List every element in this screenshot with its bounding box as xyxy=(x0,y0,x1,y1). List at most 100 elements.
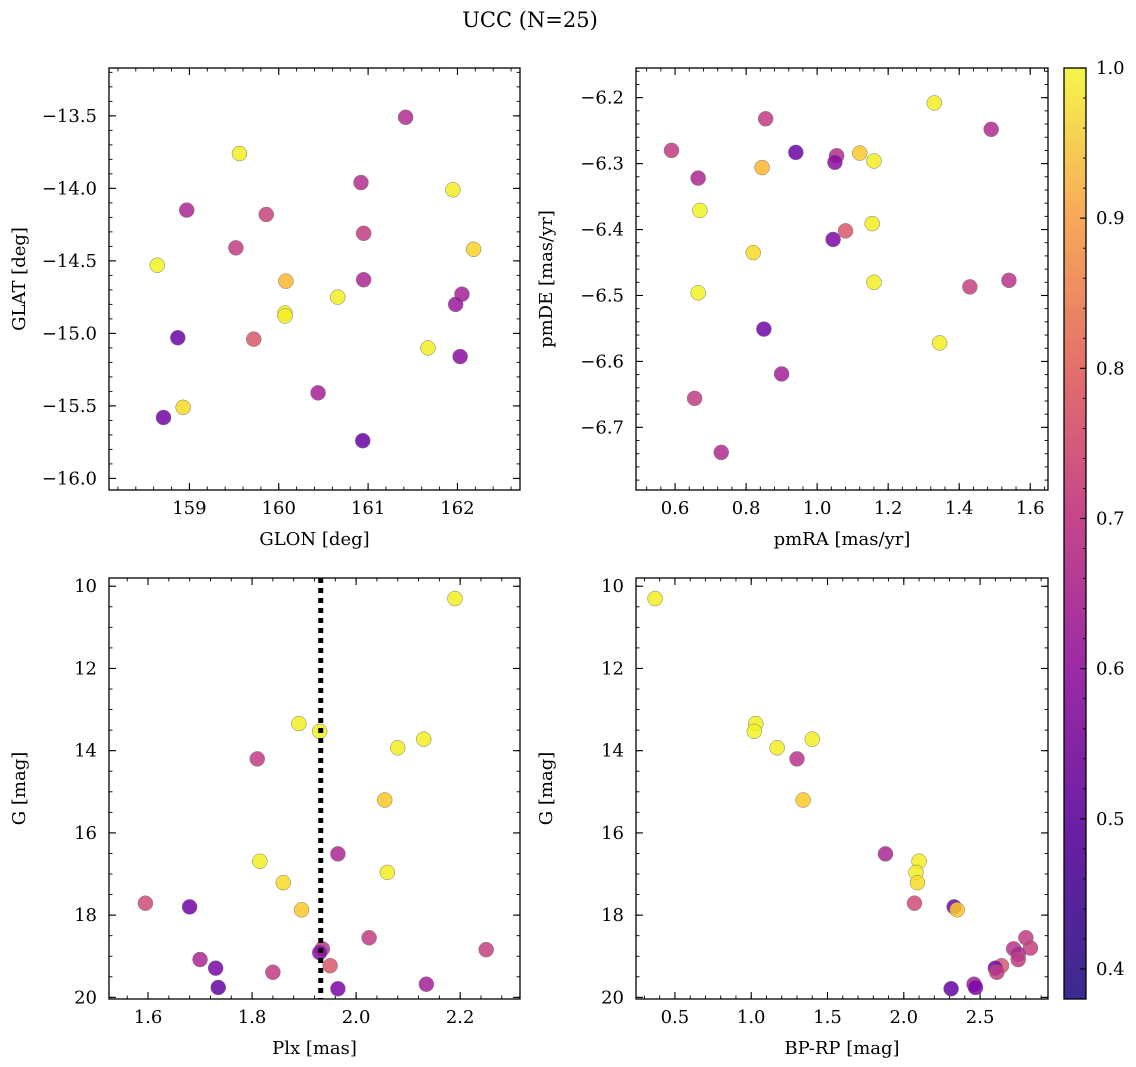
x-tick-label: 162 xyxy=(440,498,474,519)
y-tick-label: 20 xyxy=(74,987,97,1008)
data-point xyxy=(137,895,154,911)
data-point xyxy=(465,241,482,258)
data-point xyxy=(746,723,763,740)
y-tick-label: 18 xyxy=(74,905,97,926)
colorbar-tick-label: 0.8 xyxy=(1096,358,1125,379)
y-axis-label: pmDE [mas/yr] xyxy=(536,210,557,348)
data-point xyxy=(445,182,461,198)
y-axis-label: G [mag] xyxy=(9,752,30,825)
plot-frame xyxy=(108,577,521,1000)
data-point xyxy=(825,231,841,248)
x-tick-label: 0.6 xyxy=(661,498,690,519)
colorbar-tick-label: 0.5 xyxy=(1096,809,1125,830)
data-point xyxy=(361,929,377,946)
data-point xyxy=(389,740,406,756)
x-axis-label: Plx [mas] xyxy=(272,1038,357,1059)
y-tick-label: −6.7 xyxy=(580,417,624,438)
data-point xyxy=(788,144,804,161)
panel-pmra-pmde: 0.6 0.8 1.0 1.2 1.4 1.6 −6.7 −6.6 −6.5 −6.4 −6.3 −6… xyxy=(536,67,1049,550)
data-point xyxy=(265,964,281,981)
y-tick-label: 12 xyxy=(601,658,624,679)
data-point xyxy=(906,895,923,911)
data-point xyxy=(926,95,943,111)
data-point xyxy=(310,385,326,401)
data-point xyxy=(355,271,372,288)
plot-frame xyxy=(108,67,521,491)
data-point xyxy=(983,121,999,138)
data-point xyxy=(278,273,294,289)
data-point xyxy=(757,111,774,127)
colorbar: 0.4 0.5 0.6 0.7 0.8 0.9 1.0 xyxy=(1063,58,1125,1000)
data-point xyxy=(210,979,227,996)
x-tick-label: 0.5 xyxy=(661,1007,690,1028)
x-tick-label: 2.5 xyxy=(966,1007,995,1028)
data-point xyxy=(690,170,706,186)
x-tick-label: 2.0 xyxy=(889,1007,918,1028)
data-point xyxy=(420,340,436,356)
y-tick-label: 10 xyxy=(74,576,97,597)
y-tick-label: −16.0 xyxy=(42,468,97,489)
y-tick-label: −15.0 xyxy=(42,323,97,344)
x-tick-label: 0.8 xyxy=(732,498,761,519)
data-point xyxy=(943,980,959,997)
data-point xyxy=(1010,951,1026,968)
y-tick-label: −14.5 xyxy=(42,251,97,272)
data-point xyxy=(962,279,978,295)
data-point xyxy=(967,979,984,996)
y-tick-label: 18 xyxy=(601,905,624,926)
data-point xyxy=(745,244,761,261)
data-point xyxy=(322,957,338,974)
x-axis-label: pmRA [mas/yr] xyxy=(774,529,911,550)
data-point xyxy=(353,174,369,191)
colorbar-tick-label: 0.7 xyxy=(1096,508,1125,529)
y-tick-label: 14 xyxy=(601,741,624,762)
data-point xyxy=(756,321,772,337)
data-point xyxy=(231,145,248,162)
data-point xyxy=(647,590,663,607)
panel-bprp-g: 0.5 1.0 1.5 2.0 2.5 10 12 14 16 18 20 BP-RP [mag] G … xyxy=(536,576,1049,1059)
data-point xyxy=(207,960,224,976)
y-tick-label: −6.5 xyxy=(580,285,624,306)
data-point xyxy=(866,153,882,169)
x-tick-label: 1.0 xyxy=(803,498,832,519)
data-point xyxy=(864,215,880,232)
data-point xyxy=(149,257,165,273)
plot-frame xyxy=(635,577,1049,1000)
data-point xyxy=(686,390,703,407)
data-point xyxy=(291,715,307,732)
data-point xyxy=(418,976,435,992)
data-point xyxy=(178,202,195,218)
data-point xyxy=(713,444,729,461)
panel-glon-glat: 159 160 161 162 −16.0 −15.5 −15.0 −14.5 −14.0 −13… xyxy=(9,67,521,550)
y-axis-label: G [mag] xyxy=(536,752,557,825)
data-point xyxy=(245,331,262,347)
y-tick-label: 16 xyxy=(601,823,624,844)
data-point xyxy=(866,274,882,291)
data-point xyxy=(192,951,208,968)
data-point xyxy=(877,846,894,862)
data-point xyxy=(170,329,186,346)
data-point xyxy=(330,846,346,862)
panel-plx-g: 1.6 1.8 2.0 2.2 10 12 14 16 18 20 Plx [mas] G [mag] xyxy=(9,576,521,1059)
data-point xyxy=(789,751,805,767)
y-tick-label: 14 xyxy=(74,741,97,762)
colorbar-tick-label: 1.0 xyxy=(1096,58,1125,79)
data-point xyxy=(379,864,396,881)
y-axis-label: GLAT [deg] xyxy=(9,227,30,331)
colorbar-tick-label: 0.9 xyxy=(1096,208,1125,229)
x-tick-label: 1.8 xyxy=(238,1007,267,1028)
data-point xyxy=(989,964,1005,981)
y-tick-label: −15.5 xyxy=(42,396,97,417)
x-tick-label: 1.5 xyxy=(813,1007,842,1028)
x-axis-label: GLON [deg] xyxy=(259,529,369,550)
data-point xyxy=(175,399,191,416)
data-point xyxy=(354,432,371,449)
data-point xyxy=(690,285,706,301)
data-point xyxy=(1022,940,1039,956)
x-tick-label: 160 xyxy=(262,498,296,519)
x-tick-label: 161 xyxy=(351,498,385,519)
y-tick-label: −6.2 xyxy=(580,88,624,109)
data-point xyxy=(804,731,820,747)
data-point xyxy=(329,289,346,305)
data-point xyxy=(769,740,785,756)
